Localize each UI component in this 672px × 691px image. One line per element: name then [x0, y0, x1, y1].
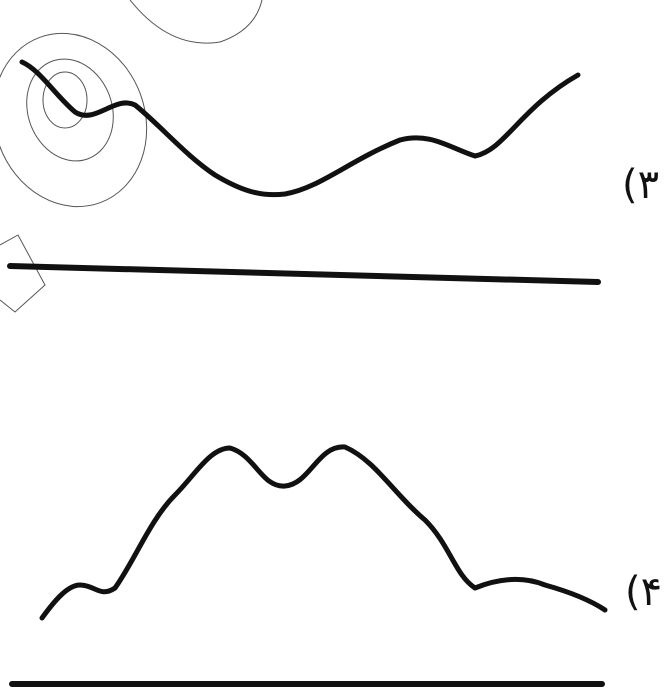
- curve-3: [22, 62, 578, 195]
- axis-3: [10, 266, 598, 282]
- contour: [0, 235, 45, 312]
- contour: [0, 12, 171, 229]
- scan: (۳ (۴: [0, 0, 672, 691]
- page: (۳ (۴ (() => { const data = JSON.parse(d…: [0, 0, 672, 691]
- curve-4: [42, 447, 605, 618]
- contour: [130, 0, 262, 43]
- figure-label: (۳: [622, 162, 659, 208]
- figure-label: (۴: [625, 569, 662, 615]
